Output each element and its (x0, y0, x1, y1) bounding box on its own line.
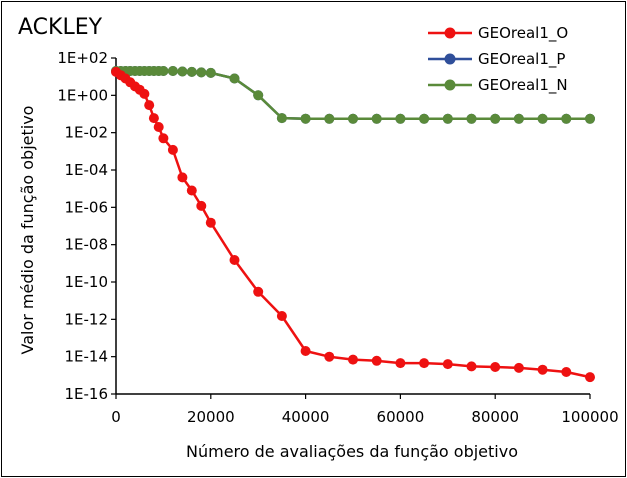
y-tick-label: 1E-12 (64, 310, 108, 328)
legend-swatch-marker (444, 79, 456, 91)
data-point (513, 113, 524, 124)
x-tick-label: 20000 (187, 408, 235, 426)
data-point (253, 90, 264, 101)
x-tick-label: 100000 (561, 408, 618, 426)
y-tick-label: 1E-08 (64, 236, 108, 254)
data-point (148, 113, 159, 124)
y-tick-label: 1E+02 (57, 49, 108, 67)
y-tick-label: 1E-02 (64, 124, 108, 142)
x-tick-label: 80000 (471, 408, 519, 426)
data-point (196, 67, 207, 78)
legend-entry: GEOreal1_P (428, 50, 565, 69)
y-tick-label: 1E-04 (64, 161, 108, 179)
data-point (167, 144, 178, 155)
y-tick-label: 1E-14 (64, 348, 108, 366)
data-point (177, 172, 188, 183)
data-point (585, 113, 595, 124)
x-tick-label: 0 (111, 408, 121, 426)
y-tick-label: 1E-16 (64, 385, 108, 403)
legend-swatch-marker (444, 53, 456, 65)
data-point (177, 66, 188, 77)
series-GEOreal1_N (111, 66, 595, 124)
data-point (348, 113, 358, 124)
data-point (419, 113, 430, 124)
data-point (229, 255, 240, 265)
data-point (537, 113, 548, 124)
data-point (371, 113, 382, 124)
x-tick-label: 60000 (377, 408, 425, 426)
data-point (442, 359, 453, 370)
data-point (186, 185, 197, 196)
data-point (585, 372, 595, 383)
legend: GEOreal1_O GEOreal1_P GEOreal1_N (428, 24, 568, 95)
data-point (419, 358, 430, 369)
data-point (561, 367, 572, 377)
data-point (144, 100, 155, 111)
data-point (205, 217, 216, 228)
series-layer (111, 66, 595, 383)
data-point (466, 361, 477, 372)
data-point (490, 362, 501, 372)
y-tick-label: 1E-06 (64, 198, 108, 216)
data-point (442, 113, 453, 124)
data-point (348, 354, 358, 365)
data-point (276, 311, 287, 321)
data-point (276, 113, 287, 124)
data-point (300, 113, 311, 124)
data-point (153, 122, 164, 132)
data-point (466, 113, 477, 124)
x-tick-label: 40000 (282, 408, 330, 426)
data-point (324, 351, 335, 362)
legend-entry: GEOreal1_N (428, 76, 568, 95)
data-point (167, 66, 178, 76)
data-point (324, 113, 335, 124)
data-point (158, 66, 169, 76)
data-point (186, 66, 197, 77)
chart-title: ACKLEY (18, 15, 103, 40)
data-point (513, 362, 524, 373)
data-point (205, 67, 216, 78)
legend-swatch-marker (444, 27, 456, 39)
data-point (395, 358, 406, 369)
y-tick-label: 1E-10 (64, 273, 108, 291)
data-point (371, 355, 382, 366)
axes: 1E+02 1E+00 1E-02 1E-04 1E-06 1E-08 1E-10 1E-12… (57, 49, 618, 426)
data-point (561, 113, 572, 124)
data-point (139, 88, 150, 99)
data-point (196, 200, 207, 211)
legend-label: GEOreal1_P (478, 50, 565, 69)
data-point (490, 113, 501, 124)
data-point (300, 346, 311, 356)
series-GEOreal1_O (111, 66, 595, 383)
data-point (158, 133, 169, 144)
data-point (537, 364, 548, 375)
x-axis-label: Número de avaliações da função objetivo (186, 442, 518, 461)
data-point (395, 113, 406, 124)
data-point (253, 286, 264, 297)
y-tick-label: 1E+00 (57, 86, 108, 104)
legend-label: GEOreal1_N (478, 76, 568, 95)
legend-entry: GEOreal1_O (428, 24, 568, 43)
legend-label: GEOreal1_O (478, 24, 568, 43)
y-axis-label: Valor médio da função objetivo (18, 106, 37, 355)
data-point (229, 73, 240, 84)
